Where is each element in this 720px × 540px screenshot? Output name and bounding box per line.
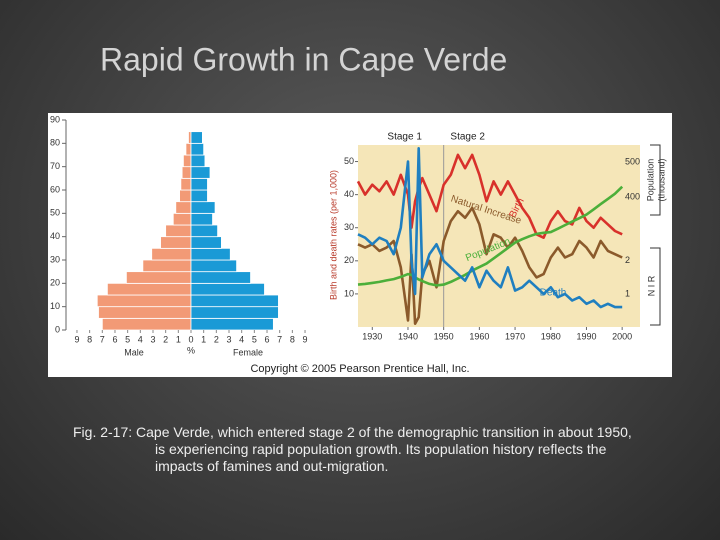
bar — [190, 131, 203, 144]
x-tick-label: 9 — [303, 334, 308, 344]
y-tick-label: 70 — [50, 161, 60, 171]
bar — [190, 154, 206, 168]
bar — [98, 306, 192, 319]
x-tick-label: 1 — [201, 334, 206, 344]
bar — [190, 259, 238, 273]
x-tick-label: 5 — [252, 334, 257, 344]
x-tick-label: 7 — [277, 334, 282, 344]
x-tick-label: 7 — [100, 334, 105, 344]
bar — [151, 247, 192, 261]
axis-bracket — [650, 144, 661, 326]
bar — [181, 166, 192, 179]
bar — [179, 189, 192, 203]
x-tick-label: 1 — [176, 334, 181, 344]
bar — [160, 236, 192, 249]
bar — [190, 306, 279, 319]
y-tick-label: 40 — [344, 189, 354, 199]
bar — [190, 189, 208, 203]
copyright: Copyright © 2005 Pearson Prentice Hall, … — [250, 363, 469, 375]
x-tick-label: 1950 — [434, 331, 454, 341]
y-tick-label: 90 — [50, 114, 60, 124]
x-tick-label: 8 — [290, 334, 295, 344]
bar — [190, 236, 222, 249]
y-tick-label: 60 — [50, 184, 60, 194]
y-tick-label: 50 — [50, 208, 60, 218]
y-tick-label: 500 — [625, 157, 640, 167]
y-tick-label: 10 — [344, 288, 354, 298]
bar — [190, 177, 208, 191]
x-tick-label: 1930 — [362, 331, 382, 341]
bar — [142, 259, 192, 273]
bar — [190, 142, 205, 156]
x-tick-label: 8 — [87, 334, 92, 344]
y-tick-label: 1 — [625, 288, 630, 298]
legend-label: Female — [233, 347, 263, 357]
y3-axis-label: N I R — [646, 275, 656, 296]
bar — [190, 212, 213, 226]
bar — [190, 247, 231, 261]
bar — [190, 201, 216, 214]
y-tick-label: 80 — [50, 138, 60, 148]
x-tick-label: 5 — [125, 334, 130, 344]
x-tick-label: 1970 — [505, 331, 525, 341]
bar — [125, 271, 192, 284]
y-tick-label: 50 — [344, 156, 354, 166]
series-label: Death — [540, 288, 567, 299]
y-tick-label: 30 — [344, 222, 354, 232]
stage-label: Stage 1 — [387, 132, 422, 143]
x-tick-label: 9 — [74, 334, 79, 344]
y-tick-label: 20 — [344, 255, 354, 265]
y-tick-label: 10 — [50, 301, 60, 311]
bar — [172, 212, 192, 226]
x-tick-label: 0 — [188, 334, 193, 344]
bar — [106, 282, 192, 296]
bar — [180, 177, 192, 191]
bar — [101, 317, 192, 331]
y-tick-label: 0 — [55, 324, 60, 334]
y-tick-label: 30 — [50, 254, 60, 264]
bar — [190, 224, 219, 238]
y-axis-label: Birth and death rates (per 1,000) — [328, 170, 338, 300]
bar — [185, 142, 192, 156]
caption: Fig. 2-17: Cape Verde, which entered sta… — [73, 424, 632, 474]
bar — [165, 224, 192, 238]
series-line — [357, 185, 624, 287]
legend-label: Male — [124, 347, 144, 357]
bar — [175, 201, 192, 214]
y2-axis-label: Population — [645, 159, 655, 202]
x-tick-label: 1990 — [576, 331, 596, 341]
y-tick-label: 2 — [625, 255, 630, 265]
x-tick-label: 1940 — [398, 331, 418, 341]
series-line — [357, 206, 623, 325]
bar — [190, 166, 211, 179]
bar — [190, 271, 251, 284]
x-tick-label: 1980 — [541, 331, 561, 341]
y-tick-label: 400 — [625, 192, 640, 202]
bar — [182, 154, 192, 168]
x-tick-label: 3 — [227, 334, 232, 344]
x-tick-label: 4 — [138, 334, 143, 344]
series-line — [357, 147, 623, 309]
y-tick-label: 40 — [50, 231, 60, 241]
slide-title: Rapid Growth in Cape Verde — [100, 41, 507, 77]
stage-label: Stage 2 — [450, 132, 485, 143]
x-tick-label: 6 — [112, 334, 117, 344]
bar — [190, 294, 279, 308]
x-tick-label: 3 — [150, 334, 155, 344]
bar — [190, 282, 265, 296]
x-axis-label: % — [187, 345, 195, 355]
bar — [96, 294, 192, 308]
x-tick-label: 2 — [163, 334, 168, 344]
x-tick-label: 1960 — [469, 331, 489, 341]
y-tick-label: 20 — [50, 278, 60, 288]
y2-axis-label: (thousand) — [656, 158, 666, 201]
x-tick-label: 2 — [214, 334, 219, 344]
bar — [190, 317, 274, 331]
x-tick-label: 4 — [239, 334, 244, 344]
x-tick-label: 6 — [265, 334, 270, 344]
x-tick-label: 2000 — [612, 331, 632, 341]
